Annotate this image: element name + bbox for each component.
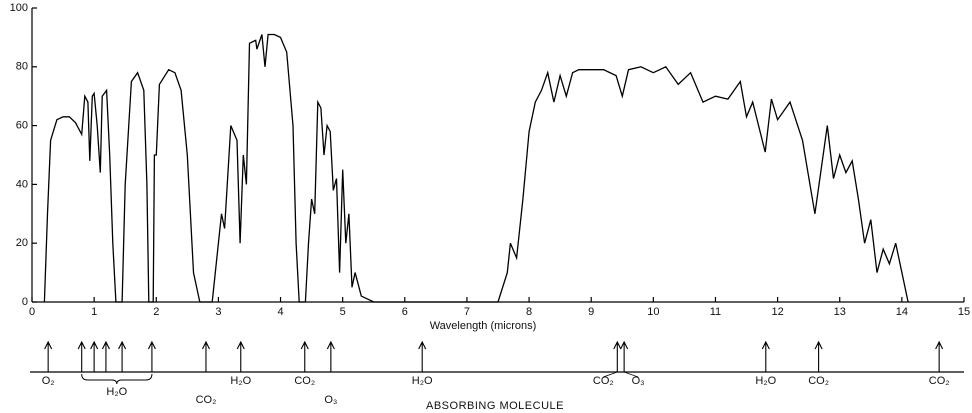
absorber-label: CO₂ — [929, 375, 950, 387]
x-tick-label: 1 — [91, 306, 97, 318]
transmission-line — [43, 33, 909, 303]
absorber-arrow — [101, 340, 110, 372]
absorbers-title: ABSORBING MOLECULE — [426, 400, 564, 412]
absorber-arrow — [44, 340, 53, 372]
absorber-arrow — [300, 340, 309, 372]
y-tick-label: 80 — [16, 61, 28, 73]
absorber-arrow — [761, 340, 770, 372]
absorber-label: H₂O — [106, 386, 127, 398]
absorber-label: CO₂ — [808, 375, 829, 387]
absorber-leader — [623, 371, 639, 378]
absorber-arrow — [326, 340, 335, 372]
x-tick-label: 13 — [834, 306, 846, 318]
x-tick-label: 8 — [526, 306, 532, 318]
y-tick-label: 20 — [16, 237, 28, 249]
absorber-label: H₂O — [412, 375, 433, 387]
absorber-label: CO₂ — [294, 375, 315, 387]
absorber-bracket — [81, 373, 153, 385]
y-tick-label: 40 — [16, 178, 28, 190]
x-tick-label: 10 — [647, 306, 659, 318]
x-axis-label: Wavelength (microns) — [430, 320, 537, 332]
x-tick-label: 15 — [958, 306, 970, 318]
absorber-arrow — [118, 340, 127, 372]
x-tick-label: 4 — [277, 306, 283, 318]
y-tick-label: 60 — [16, 120, 28, 132]
x-tick-label: 12 — [771, 306, 783, 318]
absorber-arrow — [201, 340, 210, 372]
x-tick-label: 0 — [29, 306, 35, 318]
y-tick-label: 0 — [22, 296, 28, 308]
x-tick-label: 6 — [402, 306, 408, 318]
x-tick-label: 2 — [153, 306, 159, 318]
absorber-leader — [603, 371, 618, 378]
absorber-arrow — [236, 340, 245, 372]
x-tick-label: 3 — [215, 306, 221, 318]
x-tick-label: 5 — [340, 306, 346, 318]
absorber-arrow — [90, 340, 99, 372]
absorber-label: O₃ — [324, 394, 337, 406]
absorber-arrow — [814, 340, 823, 372]
absorber-arrow — [620, 340, 629, 372]
absorber-label: CO₂ — [593, 375, 614, 387]
x-tick-label: 14 — [896, 306, 908, 318]
x-tick-label: 7 — [464, 306, 470, 318]
absorber-arrow — [77, 340, 86, 372]
absorber-arrow — [935, 340, 944, 372]
absorber-label: O₃ — [632, 375, 645, 387]
y-tick-label: 100 — [10, 2, 28, 14]
x-tick-label: 9 — [588, 306, 594, 318]
absorber-label: H₂O — [230, 375, 251, 387]
absorber-label: CO₂ — [196, 394, 217, 406]
absorber-label: H₂O — [755, 375, 776, 387]
absorber-label: O₂ — [42, 375, 55, 387]
absorber-arrow — [613, 340, 622, 372]
absorber-arrow — [147, 340, 156, 372]
x-tick-label: 11 — [710, 306, 721, 318]
absorber-arrow — [418, 340, 427, 372]
